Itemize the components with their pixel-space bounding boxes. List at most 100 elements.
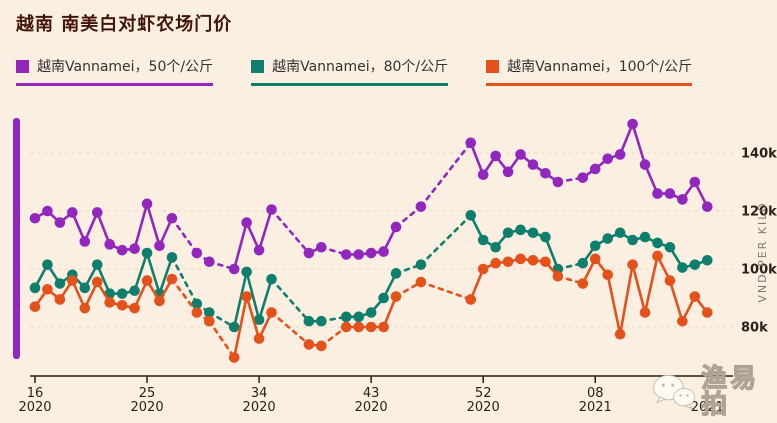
series-segment	[145, 202, 161, 248]
series-segment	[382, 295, 398, 329]
data-point	[702, 307, 713, 318]
series-segment	[618, 122, 634, 156]
legend-swatch-icon	[16, 59, 29, 73]
data-point	[589, 163, 601, 175]
data-point	[67, 275, 78, 286]
x-tick-year-label: 2020	[467, 400, 500, 415]
data-point	[390, 291, 402, 302]
data-point	[365, 247, 377, 259]
series-segment	[95, 211, 111, 246]
x-tick-year-label: 2020	[18, 400, 51, 415]
data-point	[91, 207, 103, 218]
series-segment	[419, 141, 473, 208]
data-point	[91, 276, 103, 288]
x-tick-week-label: 25	[139, 386, 156, 401]
data-point	[689, 291, 701, 302]
data-point	[253, 244, 265, 256]
series-segment	[158, 256, 174, 295]
data-point	[129, 243, 140, 254]
series-segment	[170, 256, 199, 306]
data-point	[378, 292, 389, 304]
series-segment	[145, 251, 161, 295]
data-point	[191, 298, 203, 310]
series-segment	[257, 208, 273, 252]
data-point	[141, 247, 153, 259]
data-point	[652, 250, 663, 262]
wechat-icon	[653, 375, 695, 410]
data-point	[54, 278, 66, 289]
data-point	[353, 321, 365, 333]
data-point	[54, 217, 66, 228]
data-point	[602, 233, 613, 244]
data-point	[204, 315, 215, 327]
series-segment	[232, 221, 248, 271]
y-tick-label: 80k	[741, 321, 768, 336]
data-point	[614, 227, 626, 239]
data-point	[589, 253, 601, 265]
data-point	[104, 297, 115, 308]
data-point	[241, 291, 252, 302]
data-point	[664, 188, 676, 199]
data-point	[42, 205, 53, 217]
data-point	[79, 236, 91, 247]
series-segment	[618, 263, 634, 336]
y-axis-label: VND PER KILO	[756, 201, 769, 302]
data-point	[154, 240, 165, 252]
data-point	[154, 295, 165, 307]
data-point	[515, 224, 526, 236]
data-point	[415, 259, 427, 270]
data-point	[490, 257, 501, 269]
data-point	[465, 137, 477, 149]
data-point	[627, 234, 638, 246]
y-tick-label: 100k	[741, 263, 777, 278]
series-segment	[245, 270, 261, 322]
data-point	[316, 340, 327, 352]
data-point	[141, 275, 153, 286]
data-point	[241, 217, 252, 228]
data-point	[614, 149, 626, 160]
data-point	[166, 252, 178, 263]
data-point	[166, 212, 178, 224]
data-point	[577, 257, 589, 269]
legend-swatch-icon	[251, 59, 265, 73]
legend-item-2: 越南Vannamei，100个/公斤	[486, 56, 693, 86]
legend-swatch-icon	[486, 59, 500, 73]
data-point	[191, 247, 203, 259]
data-point	[552, 176, 564, 188]
series-segment	[270, 208, 311, 255]
data-point	[365, 321, 377, 333]
data-point	[266, 204, 277, 215]
data-point	[502, 256, 514, 268]
data-point	[677, 262, 688, 273]
data-point	[639, 231, 651, 243]
data-point	[316, 241, 327, 253]
data-point	[116, 244, 128, 256]
data-point	[664, 241, 676, 253]
x-tick-week-label: 52	[475, 386, 492, 401]
data-point	[266, 273, 277, 285]
data-point	[129, 285, 140, 297]
data-point	[577, 172, 589, 183]
series-segment	[668, 279, 684, 323]
legend-label: 越南Vannamei，100个/公斤	[507, 59, 693, 75]
y-tick-label: 140k	[741, 147, 777, 162]
x-tick-year-label: 2020	[243, 400, 276, 415]
data-point	[490, 150, 501, 162]
data-point	[303, 339, 315, 350]
data-point	[340, 311, 352, 323]
watermark: 渔易拍	[651, 365, 777, 419]
legend-item-1: 越南Vannamei，80个/公斤	[251, 56, 449, 86]
data-point	[390, 268, 402, 279]
series-segment	[419, 280, 473, 301]
data-point	[29, 301, 41, 312]
data-point	[465, 294, 477, 305]
data-point	[253, 333, 265, 344]
data-point	[29, 282, 41, 294]
data-point	[79, 302, 91, 314]
y-tick-label: 120k	[741, 205, 777, 220]
series-1	[29, 210, 713, 333]
data-point	[241, 266, 252, 278]
x-tick-year-label: 2020	[355, 400, 388, 415]
